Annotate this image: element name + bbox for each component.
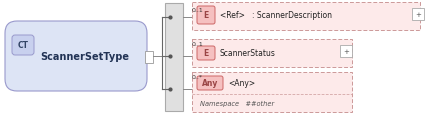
FancyBboxPatch shape (5, 22, 147, 91)
Text: Any: Any (202, 79, 218, 88)
Text: <Any>: <Any> (228, 79, 255, 88)
Text: ScannerSetType: ScannerSetType (40, 52, 129, 61)
Text: 0..1: 0..1 (192, 8, 204, 13)
FancyBboxPatch shape (197, 7, 215, 25)
Bar (165, 4, 183, 111)
Text: 0..*: 0..* (192, 74, 203, 79)
FancyBboxPatch shape (197, 47, 215, 60)
Text: Namespace   ##other: Namespace ##other (200, 100, 274, 106)
Bar (145, 52, 153, 63)
Text: +: + (415, 12, 421, 18)
FancyBboxPatch shape (197, 76, 223, 90)
Text: 0..1: 0..1 (192, 42, 204, 47)
Text: <Ref>   : ScannerDescription: <Ref> : ScannerDescription (220, 11, 332, 20)
Text: +: + (343, 49, 349, 54)
Bar (192, 40, 352, 67)
FancyBboxPatch shape (12, 36, 34, 56)
Text: E: E (203, 11, 208, 20)
Bar (192, 72, 352, 112)
Bar (340, 46, 352, 57)
Bar (192, 3, 420, 31)
Text: E: E (203, 49, 208, 58)
Text: ScannerStatus: ScannerStatus (220, 49, 276, 58)
Text: CT: CT (18, 41, 28, 50)
Bar (412, 9, 424, 21)
